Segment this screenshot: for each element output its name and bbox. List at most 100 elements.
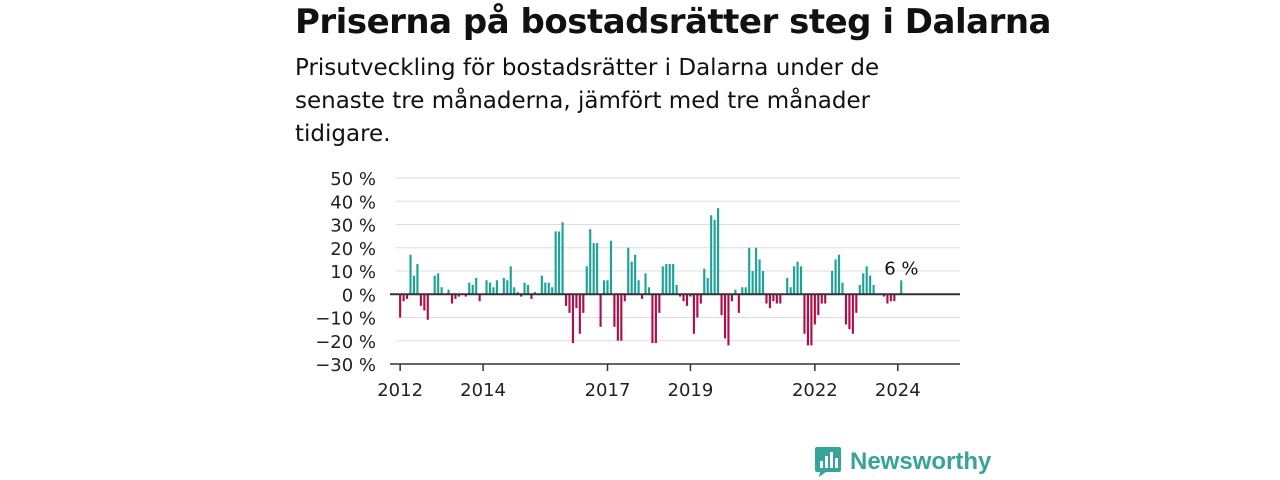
bar: [765, 294, 768, 304]
bar: [779, 294, 782, 304]
bar: [454, 294, 457, 299]
bar: [589, 229, 592, 295]
bar: [647, 287, 651, 295]
bar: [440, 287, 443, 295]
bar: [592, 243, 595, 295]
bar: [464, 294, 467, 297]
bar: [789, 287, 792, 295]
bar: [865, 266, 868, 295]
bar: [564, 294, 568, 306]
y-tick-label: 10 %: [330, 262, 376, 283]
bar: [571, 294, 575, 344]
bar: [723, 294, 727, 339]
bar: [533, 291, 536, 295]
bar: [793, 266, 796, 295]
x-tick-label: 2017: [585, 380, 631, 401]
bar: [602, 280, 606, 295]
bar: [806, 294, 810, 346]
bar: [851, 294, 854, 334]
bar: [568, 294, 571, 313]
bar: [672, 264, 675, 295]
y-tick-label: 30 %: [330, 216, 376, 237]
bar: [886, 294, 889, 304]
bar: [596, 243, 599, 295]
bar: [696, 294, 699, 318]
bar: [502, 277, 505, 295]
y-tick-label: −20 %: [315, 332, 376, 353]
bar: [544, 282, 547, 295]
bar: [862, 273, 865, 295]
bar: [405, 294, 409, 299]
bar: [858, 284, 861, 295]
bar: [748, 247, 751, 295]
bar: [409, 254, 412, 295]
bar: [478, 294, 481, 302]
bar: [744, 287, 747, 295]
bar: [644, 273, 647, 295]
bar: [578, 294, 581, 334]
x-tick-label: 2019: [668, 380, 714, 401]
bar: [869, 275, 872, 295]
bar: [530, 294, 533, 299]
bar: [831, 271, 834, 295]
bar: [651, 294, 654, 344]
bar: [547, 282, 550, 295]
bar: [710, 215, 713, 295]
bar: [495, 280, 498, 295]
bar: [855, 294, 858, 313]
y-tick-label: 0 %: [342, 285, 376, 306]
bar: [844, 294, 848, 325]
bar: [640, 294, 644, 299]
y-tick-label: 20 %: [330, 239, 376, 260]
bar-chart: 50 %40 %30 %20 %10 %0 %−10 %−20 %−30 %20…: [315, 169, 960, 401]
chart-title: Priserna på bostadsrätter steg i Dalarna: [295, 2, 1052, 42]
bar: [551, 287, 554, 295]
bar: [717, 208, 720, 295]
bar: [786, 277, 789, 295]
x-tick-label: 2024: [875, 380, 921, 401]
bar: [416, 264, 419, 295]
bar: [889, 294, 892, 302]
bar: [689, 294, 692, 297]
bar: [796, 261, 799, 295]
bar: [575, 294, 578, 309]
bar: [820, 294, 823, 304]
brand-name: Newsworthy: [850, 448, 992, 475]
bar: [682, 294, 685, 302]
bar: [485, 280, 488, 295]
bar: [616, 294, 619, 341]
bar: [613, 294, 616, 327]
bar: [437, 273, 440, 295]
bar: [761, 271, 765, 295]
bar: [837, 254, 841, 295]
bar: [457, 294, 460, 297]
bar: [817, 294, 820, 316]
bar: [658, 294, 661, 313]
bar: [606, 280, 609, 295]
bar: [813, 294, 816, 325]
bar: [620, 294, 623, 341]
bar: [734, 289, 737, 295]
bar: [433, 275, 436, 295]
bar: [841, 282, 844, 295]
bar: [824, 294, 827, 304]
bar: [627, 247, 630, 295]
bar: [758, 259, 761, 295]
bar: [803, 294, 806, 334]
bar: [730, 294, 733, 302]
bar: [558, 231, 561, 295]
bar: [471, 284, 474, 295]
bar: [523, 282, 526, 295]
bar: [488, 282, 492, 295]
newsworthy-logo-icon: [815, 447, 841, 477]
chart-subtitle: Prisutveckling för bostadsrätter i Dalar…: [295, 55, 880, 147]
newsworthy-logo[interactable]: Newsworthy: [814, 446, 991, 478]
bar: [630, 261, 633, 295]
bar: [679, 294, 682, 297]
bar: [399, 294, 402, 318]
bar: [848, 294, 851, 330]
bar: [900, 280, 903, 295]
bar: [755, 247, 758, 295]
bar: [540, 275, 543, 295]
bar: [509, 266, 512, 295]
